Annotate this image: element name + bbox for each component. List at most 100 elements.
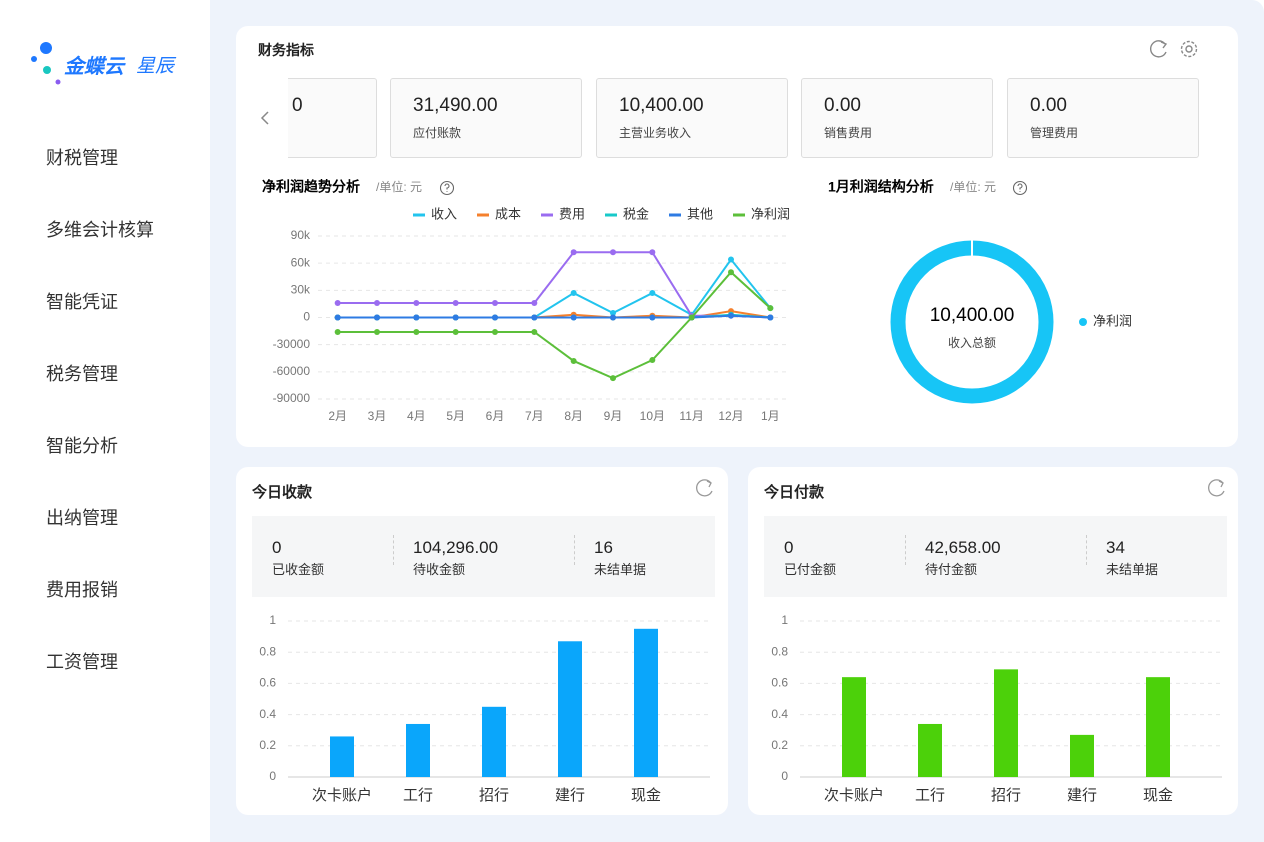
x-tick-label: 8月 <box>564 409 583 423</box>
menu-item: 工资管理 <box>46 652 118 672</box>
series-line <box>337 251 771 319</box>
series-point <box>492 314 498 321</box>
y-tick-label: 0 <box>303 310 310 324</box>
series-line <box>337 270 772 380</box>
stat-label: 待收金额 <box>413 562 466 577</box>
series-point <box>452 300 459 307</box>
x-tick-label: 10月 <box>640 409 665 423</box>
series-point <box>334 300 341 307</box>
series-point <box>610 314 616 321</box>
series-point <box>492 328 498 335</box>
series-point <box>413 300 420 307</box>
refresh-icon[interactable] <box>1205 476 1229 500</box>
legend-label: 净利润 <box>751 206 790 221</box>
series-point <box>570 249 577 256</box>
series-point <box>570 290 577 297</box>
x-tick-label: 4月 <box>407 409 426 423</box>
card-row: 0 31,490.00 应付账款 10,400.00 主营业务收入 0.00 销售费用 0.0… <box>288 78 1203 160</box>
series-point <box>531 314 538 321</box>
x-tick-label: 招行 <box>479 787 509 804</box>
logo-icon <box>31 42 61 85</box>
chart-title: 净利润趋势分析 <box>262 179 360 195</box>
series-point <box>610 309 616 316</box>
sidebar: 金蝶云 星辰 财税管理 多维会计核算 智能凭证 税务管理 智能分析 出纳管理 费用报销 工资管… <box>0 0 210 842</box>
x-tick-label: 招行 <box>991 787 1021 804</box>
help-icon-mark <box>1017 183 1023 192</box>
center-value: 10,400.00 <box>930 305 1015 326</box>
y-tick-label: 0.4 <box>771 707 788 721</box>
series-point <box>531 328 538 335</box>
metric-value: 0 <box>292 95 303 116</box>
series-point <box>728 312 734 319</box>
bar-chart: 0 0.2 0.4 0.6 0.8 1 次卡账户 工行 招行 建行 现金 <box>259 613 710 804</box>
series-point <box>492 300 498 307</box>
y-tick-label: 0 <box>269 769 276 783</box>
series-point <box>413 328 420 335</box>
series-point <box>610 249 616 256</box>
y-tick-label: -90000 <box>273 391 311 405</box>
series-point <box>767 305 774 312</box>
y-tick-label: 0.8 <box>259 644 276 658</box>
stat-value: 104,296.00 <box>413 538 499 557</box>
series-point <box>413 314 420 321</box>
refresh-icon[interactable] <box>693 476 717 500</box>
stat-value: 0 <box>784 538 794 557</box>
panel-title: 今日收款 <box>252 484 313 501</box>
x-tick-label: 12月 <box>718 409 743 423</box>
series-line <box>337 257 772 319</box>
menu-item: 智能分析 <box>46 436 118 456</box>
prev-arrow[interactable] <box>258 108 274 128</box>
series-point <box>649 314 656 321</box>
menu-item: 费用报销 <box>46 580 118 600</box>
series-point <box>531 300 538 307</box>
metric-value: 10,400.00 <box>619 95 704 116</box>
bar <box>482 706 506 777</box>
y-tick-label: -60000 <box>273 364 311 378</box>
help-icon <box>1012 180 1028 196</box>
stats-box: 0 已付金额 42,658.00 待付金额 34 未结单据 <box>764 516 1227 597</box>
x-tick-label: 7月 <box>525 409 544 423</box>
x-tick-label: 2月 <box>328 409 347 423</box>
series-point <box>374 328 380 335</box>
menu-item: 税务管理 <box>46 364 118 384</box>
stat-value: 0 <box>272 538 282 557</box>
series-point <box>452 328 459 335</box>
toolbar-icons[interactable] <box>1146 38 1206 62</box>
series-line <box>337 314 771 319</box>
y-tick-label: 0 <box>781 769 788 783</box>
y-tick-label: 0.6 <box>259 676 276 690</box>
help-icon <box>439 180 455 196</box>
y-tick-label: 90k <box>291 228 311 242</box>
center-label: 收入总额 <box>948 336 996 350</box>
legend-dot <box>1079 318 1087 326</box>
separator <box>574 535 575 565</box>
menu-item: 出纳管理 <box>46 508 118 528</box>
bar <box>406 723 430 777</box>
legend-label: 收入 <box>431 206 457 221</box>
payments-panel: 今日付款 0 已付金额 42,658.00 待付金额 34 未结单据 0 0.2 0.4 0.6 0.… <box>748 467 1238 815</box>
line-chart: 净利润趋势分析/单位: 元收入 成本 费用 税金 其他 净利润 90k 60k 30k 0 -300… <box>262 179 790 423</box>
chart-unit: /单位: 元 <box>950 179 996 194</box>
stat-label: 待付金额 <box>925 562 978 577</box>
metric-card: 10,400.00 主营业务收入 <box>596 78 788 158</box>
series-point <box>649 290 656 297</box>
x-tick-label: 6月 <box>486 409 505 423</box>
x-tick-label: 现金 <box>1143 787 1173 804</box>
series-point <box>334 328 341 335</box>
series-point <box>649 357 656 364</box>
y-tick-label: 0.8 <box>771 644 788 658</box>
menu-item: 智能凭证 <box>46 292 118 312</box>
chart-title: 1月利润结构分析 <box>828 179 934 195</box>
stat-label: 已付金额 <box>784 562 837 577</box>
bar <box>918 723 942 777</box>
series-point <box>610 375 616 382</box>
bar <box>330 736 354 777</box>
y-tick-label: 0.2 <box>771 738 788 752</box>
x-tick-label: 工行 <box>915 787 945 804</box>
metric-card: 31,490.00 应付账款 <box>390 78 582 158</box>
panel-title: 财务指标 <box>258 42 314 58</box>
metric-label: 管理费用 <box>1030 126 1079 140</box>
metric-label: 销售费用 <box>824 126 873 140</box>
stat-value: 16 <box>594 538 613 557</box>
